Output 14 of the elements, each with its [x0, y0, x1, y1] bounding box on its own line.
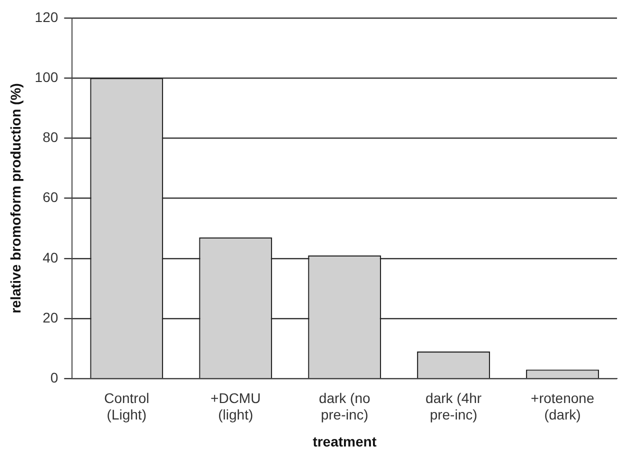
y-tick-label: 0 — [50, 369, 58, 386]
x-axis-title: treatment — [312, 433, 377, 450]
x-tick-label: +DCMU (light) — [210, 390, 261, 423]
y-tick-label: 100 — [34, 68, 58, 85]
x-tick-label: dark (4hr pre-inc) — [426, 390, 482, 423]
x-tick-label: Control (Light) — [104, 390, 150, 423]
y-tick-label: 20 — [42, 309, 58, 326]
x-tick-label: dark (no pre-inc) — [318, 390, 370, 423]
y-axis-title: relative bromoform production (%) — [7, 83, 24, 314]
y-tick-label: 80 — [42, 129, 58, 146]
y-tick-label: 40 — [42, 249, 58, 266]
x-tick-label: +rotenone (dark) — [530, 390, 594, 423]
y-tick-label: 60 — [42, 189, 58, 206]
y-tick-label: 120 — [34, 8, 58, 25]
